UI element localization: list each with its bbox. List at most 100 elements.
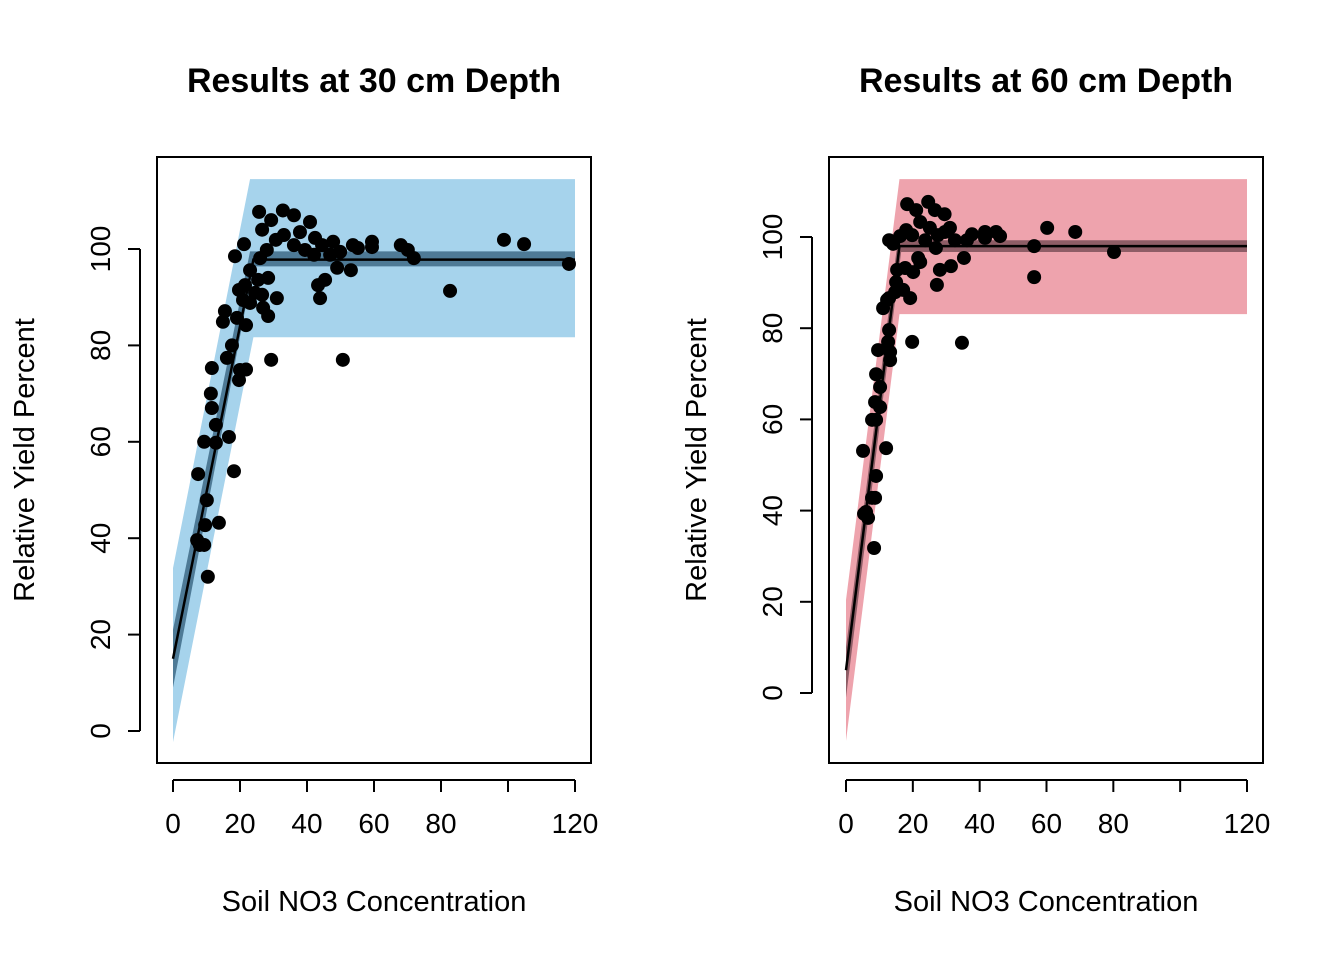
data-point [204, 361, 219, 376]
data-point [913, 214, 928, 229]
plot-frame [156, 156, 592, 764]
y-tick-label: 100 [85, 226, 116, 273]
data-point [286, 208, 301, 223]
data-point [364, 240, 379, 255]
data-point [261, 270, 276, 285]
data-point [204, 401, 219, 416]
data-point [264, 213, 279, 228]
data-point [929, 277, 944, 292]
data-point [1040, 220, 1055, 235]
data-point [203, 386, 218, 401]
data-point [1027, 270, 1042, 285]
data-point [856, 443, 871, 458]
data-point [871, 343, 886, 358]
data-point [243, 263, 258, 278]
data-point [226, 464, 241, 479]
data-point [869, 468, 884, 483]
chart-title: Results at 30 cm Depth [187, 62, 561, 100]
data-point [906, 265, 921, 280]
data-point [208, 435, 223, 450]
y-tick-label: 40 [757, 495, 788, 526]
x-axis-label: Soil NO3 Concentration [222, 886, 527, 918]
data-point [561, 256, 576, 271]
data-point [942, 220, 957, 235]
x-tick-label: 0 [838, 808, 854, 839]
data-point [239, 362, 254, 377]
y-axis-label: Relative Yield Percent [681, 318, 713, 602]
data-point [868, 395, 883, 410]
data-point [303, 215, 318, 230]
x-tick-label: 80 [425, 808, 456, 839]
data-point [905, 334, 920, 349]
panel-30cm: Results at 30 cm Depth Soil NO3 Concentr… [9, 62, 598, 918]
data-point [879, 441, 894, 456]
data-point [326, 234, 341, 249]
data-point [197, 434, 212, 449]
data-point [918, 233, 933, 248]
x-tick-label: 60 [358, 808, 389, 839]
data-point [882, 323, 897, 338]
data-point [259, 242, 274, 257]
data-point [928, 240, 943, 255]
data-point [873, 380, 888, 395]
data-point [859, 504, 874, 519]
y-tick-label: 20 [85, 619, 116, 650]
data-point [215, 314, 230, 329]
data-point [909, 203, 924, 218]
data-point [307, 247, 322, 262]
data-point [867, 540, 882, 555]
x-axis-label: Soil NO3 Concentration [894, 886, 1199, 918]
data-point [231, 373, 246, 388]
data-point [208, 417, 223, 432]
data-point [191, 467, 206, 482]
data-point [943, 259, 958, 274]
data-point [199, 493, 214, 508]
data-point [227, 249, 242, 264]
data-point [343, 263, 358, 278]
data-point [1068, 224, 1083, 239]
data-point [198, 518, 213, 533]
data-point [350, 241, 365, 256]
data-point [937, 207, 952, 222]
y-axis-label: Relative Yield Percent [9, 318, 41, 602]
data-point [882, 233, 897, 248]
data-point [276, 228, 291, 243]
data-point [292, 225, 307, 240]
x-tick-label: 40 [964, 808, 995, 839]
data-point [496, 232, 511, 247]
data-point [237, 237, 252, 252]
data-point [947, 233, 962, 248]
data-point [255, 222, 270, 237]
data-point [978, 224, 993, 239]
chart-title: Results at 60 cm Depth [859, 62, 1233, 100]
data-point [264, 352, 279, 367]
data-point [932, 262, 947, 277]
y-tick-label: 80 [757, 313, 788, 344]
data-point [993, 229, 1008, 244]
x-tick-label: 20 [224, 808, 255, 839]
data-point [869, 412, 884, 427]
data-point [1027, 239, 1042, 254]
data-point [256, 300, 271, 315]
data-point [335, 352, 350, 367]
data-point [286, 238, 301, 253]
data-point [406, 251, 421, 266]
data-point [869, 367, 884, 382]
data-point [221, 429, 236, 444]
y-tick-label: 20 [757, 586, 788, 617]
x-tick-label: 80 [1098, 808, 1129, 839]
data-point [954, 335, 969, 350]
data-point [318, 272, 333, 287]
data-point [881, 334, 896, 349]
y-tick-label: 0 [757, 685, 788, 701]
data-point [211, 515, 226, 530]
y-tick-label: 60 [85, 426, 116, 457]
y-tick-label: 80 [85, 330, 116, 361]
data-point [252, 204, 267, 219]
data-point [956, 250, 971, 265]
x-tick-label: 60 [1031, 808, 1062, 839]
x-tick-label: 120 [1224, 808, 1271, 839]
data-point [275, 203, 290, 218]
data-point [911, 250, 926, 265]
y-tick-label: 100 [757, 214, 788, 261]
